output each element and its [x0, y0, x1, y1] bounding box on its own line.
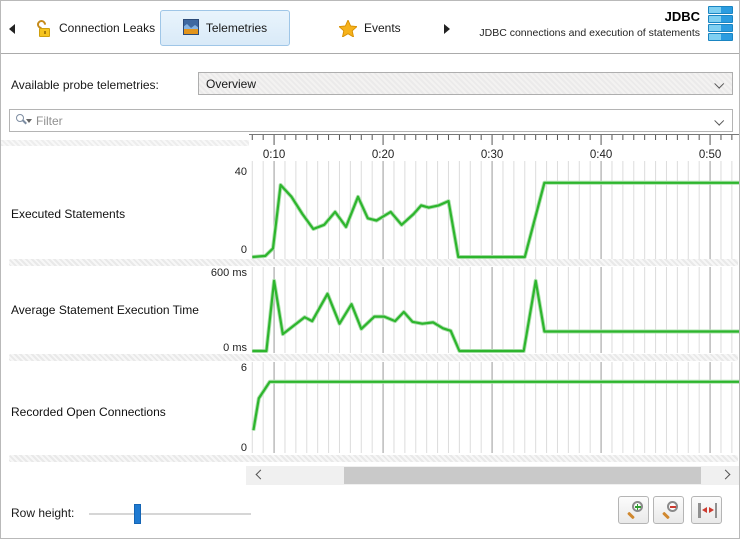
telemetry-chart-recorded-open-connections[interactable] — [249, 362, 739, 453]
telemetry-select[interactable]: Overview — [198, 72, 733, 95]
y-axis-max-label: 40 — [234, 166, 247, 178]
svg-text:0:30: 0:30 — [481, 149, 503, 161]
filter-field[interactable] — [9, 109, 733, 132]
svg-text:0:20: 0:20 — [372, 149, 394, 161]
view-tab-bar: Connection Leaks Telemetries Events — [1, 1, 739, 54]
fit-time-scale-icon — [698, 503, 717, 518]
y-axis-min-label: 0 — [240, 244, 247, 256]
scrollbar-left-arrow-icon[interactable] — [254, 469, 266, 480]
probe-subtitle: JDBC connections and execution of statem… — [479, 27, 700, 39]
time-scrollbar[interactable] — [246, 466, 739, 485]
row-separator — [9, 455, 738, 462]
chevron-down-icon — [714, 78, 725, 89]
telemetry-row-title: Average Statement Execution Time — [11, 303, 199, 317]
svg-text:0:40: 0:40 — [590, 149, 612, 161]
fit-time-scale-button[interactable] — [691, 496, 722, 524]
scroll-tabs-left-icon[interactable] — [9, 24, 15, 34]
row-separator — [9, 354, 738, 361]
probe-identity: JDBC JDBC connections and execution of s… — [479, 6, 733, 42]
telemetry-chart-icon — [182, 18, 199, 38]
tab-events[interactable]: Events — [326, 10, 414, 46]
telemetry-chart-executed-statements[interactable] — [249, 161, 739, 259]
telemetry-row-title: Executed Statements — [11, 207, 126, 221]
row-separator — [9, 259, 738, 266]
magnifier-minus-icon — [661, 501, 679, 520]
y-axis-min-label: 0 ms — [223, 342, 247, 354]
open-lock-icon — [35, 17, 52, 37]
chevron-down-icon — [714, 115, 725, 126]
slider-thumb[interactable] — [134, 504, 141, 524]
magnifier-plus-icon — [626, 501, 644, 520]
time-axis-ruler: 0:10 0:20 0:30 0:40 0:50 — [249, 132, 739, 161]
filter-input[interactable] — [36, 113, 708, 128]
y-axis-max-label: 6 — [240, 362, 247, 374]
slider-track[interactable] — [89, 513, 251, 515]
probe-title: JDBC — [664, 9, 700, 24]
zoom-out-button[interactable] — [653, 496, 684, 524]
telemetry-select-value: Overview — [206, 76, 257, 91]
svg-text:0:10: 0:10 — [263, 149, 285, 161]
tab-telemetries[interactable]: Telemetries — [160, 10, 290, 46]
scroll-tabs-right-icon[interactable] — [444, 24, 450, 34]
tab-label: Connection Leaks — [59, 21, 156, 35]
svg-text:0:50: 0:50 — [699, 149, 721, 161]
zoom-in-button[interactable] — [618, 496, 649, 524]
tab-label: Events — [364, 21, 401, 35]
available-telemetries-label: Available probe telemetries: — [11, 78, 159, 92]
telemetry-chart-avg-statement-execution-time[interactable] — [249, 267, 739, 353]
scrollbar-thumb[interactable] — [344, 467, 701, 484]
tab-label: Telemetries — [205, 21, 268, 35]
telemetry-row-title: Recorded Open Connections — [11, 405, 166, 419]
search-filter-icon[interactable] — [16, 114, 32, 127]
row-height-label: Row height: — [11, 506, 75, 520]
star-icon — [339, 19, 357, 37]
database-icon — [708, 6, 733, 42]
row-height-slider[interactable] — [89, 504, 251, 524]
header-separator — [1, 140, 249, 146]
tab-connection-leaks[interactable]: Connection Leaks — [23, 10, 168, 46]
y-axis-max-label: 600 ms — [210, 267, 247, 279]
y-axis-min-label: 0 — [240, 442, 247, 454]
scrollbar-right-arrow-icon[interactable] — [720, 469, 731, 480]
